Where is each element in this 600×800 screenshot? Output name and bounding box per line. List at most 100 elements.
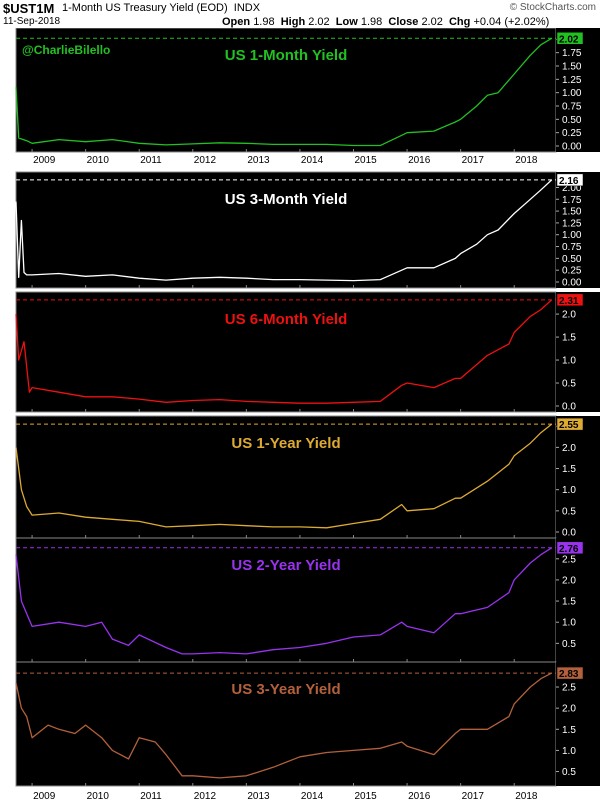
last-value-badge [556,666,584,680]
y-tick-label: 1.50 [562,62,582,73]
y-tick-label: 1.75 [562,48,582,59]
high-label: High [280,16,306,28]
panel-background [15,537,557,663]
panel-background [15,28,557,153]
y-tick-label: 1.0 [562,485,576,496]
last-value-badge-text: 2.31 [559,296,579,307]
ticker-symbol[interactable]: $UST1M [3,1,55,16]
panel-title: US 1-Month Yield [225,47,348,64]
open-value: 1.98 [253,16,275,28]
y-tick-label: 0.25 [562,128,582,139]
y-tick-label: 0.50 [562,115,582,126]
panel-5: 0.5 1.0 1.5 2.0 2.52.76 US 2-Year Yield [15,537,600,663]
x-tick-label: 2013 [247,155,270,166]
panel-title: US 1-Year Yield [231,435,340,452]
chg-value: +0.04 (+2.02%) [473,16,550,28]
last-value-badge-text: 2.02 [559,34,579,45]
open-label: Open [222,16,251,28]
y-tick-label: 1.00 [562,88,582,99]
panel-background [15,291,557,413]
panel-6: 0.5 1.0 1.5 2.0 2.5 2.83 US 3-Year Yield [15,661,600,787]
series-line [15,179,553,282]
panel-3: 0.0 0.5 1.0 1.5 2.0 2.31 US 6-Month Yield [15,291,600,413]
description-text: 1-Month US Treasury Yield (EOD) [62,2,228,14]
x-tick-label: 2018 [515,791,538,800]
high-value: 2.02 [308,16,330,28]
panel-title: US 6-Month Yield [225,311,348,328]
y-tick-label: 1.00 [562,230,582,241]
last-value-badge-text: 2.55 [559,420,579,431]
panel-background [15,415,557,539]
y-tick-label: 1.5 [562,464,576,475]
last-value-badge [556,293,584,307]
x-tick-label: 2017 [462,791,485,800]
y-tick-label: 0.75 [562,242,582,253]
y-tick-label: 1.5 [562,725,576,736]
panel-background [15,661,557,787]
x-tick-label: 2015 [355,791,378,800]
y-tick-label: 1.25 [562,218,582,229]
y-tick-label: 0.75 [562,102,582,113]
x-tick-label: 2012 [194,155,217,166]
last-value-badge [556,541,584,555]
y-axis-background [556,662,600,786]
y-tick-label: 0.5 [562,506,576,517]
panel-background [15,171,557,289]
panel-2: 0.000.250.500.751.001.251.501.752.002.16… [15,171,600,289]
series-line [15,37,553,147]
y-tick-label: 0.00 [562,278,582,289]
y-tick-label: 0.5 [562,639,576,650]
x-axis-labels-top: 2009 2010 2011 2012 2013 2014 2015 2016 2017 2018 [33,155,538,166]
last-value-badge [556,417,584,431]
x-tick-label: 2015 [355,155,378,166]
series-line [15,299,553,404]
y-tick-label: 1.25 [562,75,582,86]
y-tick-label: 1.50 [562,207,582,218]
x-tick-label: 2012 [194,791,217,800]
last-value-badge-text: 2.76 [559,544,579,555]
panel-1: 0.000.250.500.751.001.251.501.752.002.02… [15,28,600,153]
x-tick-label: 2009 [33,155,56,166]
y-tick-label: 0.5 [562,767,576,778]
y-axis-background [556,416,600,538]
y-tick-label: 0.25 [562,266,582,277]
y-tick-label: 0.0 [562,528,576,539]
close-value: 2.02 [421,16,443,28]
y-tick-label: 2.0 [562,704,576,715]
x-tick-label: 2010 [87,791,110,800]
x-tick-label: 2011 [140,155,162,166]
chg-label: Chg [448,16,471,28]
x-tick-label: 2009 [33,791,56,800]
low-value: 1.98 [360,16,383,28]
y-tick-label: 0.00 [562,142,582,153]
series-line [15,672,552,779]
y-tick-label: 1.75 [562,195,582,206]
y-tick-label: 0.0 [562,402,576,413]
low-label: Low [335,16,358,28]
x-tick-label: 2011 [140,791,162,800]
panel-title: US 2-Year Yield [231,557,340,574]
x-tick-label: 2016 [408,791,431,800]
y-tick-label: 2.0 [562,310,576,321]
last-value-badge [556,32,584,45]
y-tick-label: 1.0 [562,746,576,757]
y-tick-label: 2.0 [562,575,576,586]
y-axis-background [556,538,600,662]
series-line [15,423,553,529]
panel-title: US 3-Month Yield [225,191,348,208]
ticker-description: 1-Month US Treasury Yield (EOD) INDX [62,2,260,14]
y-tick-label: 2.5 [562,554,576,565]
y-axis-background [556,292,600,412]
brand-watermark: © StockCharts.com [509,2,596,13]
y-tick-label: 0.5 [562,379,576,390]
x-axis-labels-bottom: 2009 2010 2011 2012 2013 2014 2015 2016 2017 2018 [33,791,538,800]
x-tick-label: 2013 [247,791,270,800]
close-label: Close [388,16,419,28]
x-tick-label: 2014 [301,155,324,166]
x-tick-label: 2017 [462,155,485,166]
quote-date: 11-Sep-2018 [3,16,61,27]
ohlc-readout: Open 1.98 High 2.02 Low 1.98 Close 2.02 … [222,16,549,28]
y-tick-label: 1.0 [562,356,576,367]
exchange-label: INDX [233,2,261,14]
